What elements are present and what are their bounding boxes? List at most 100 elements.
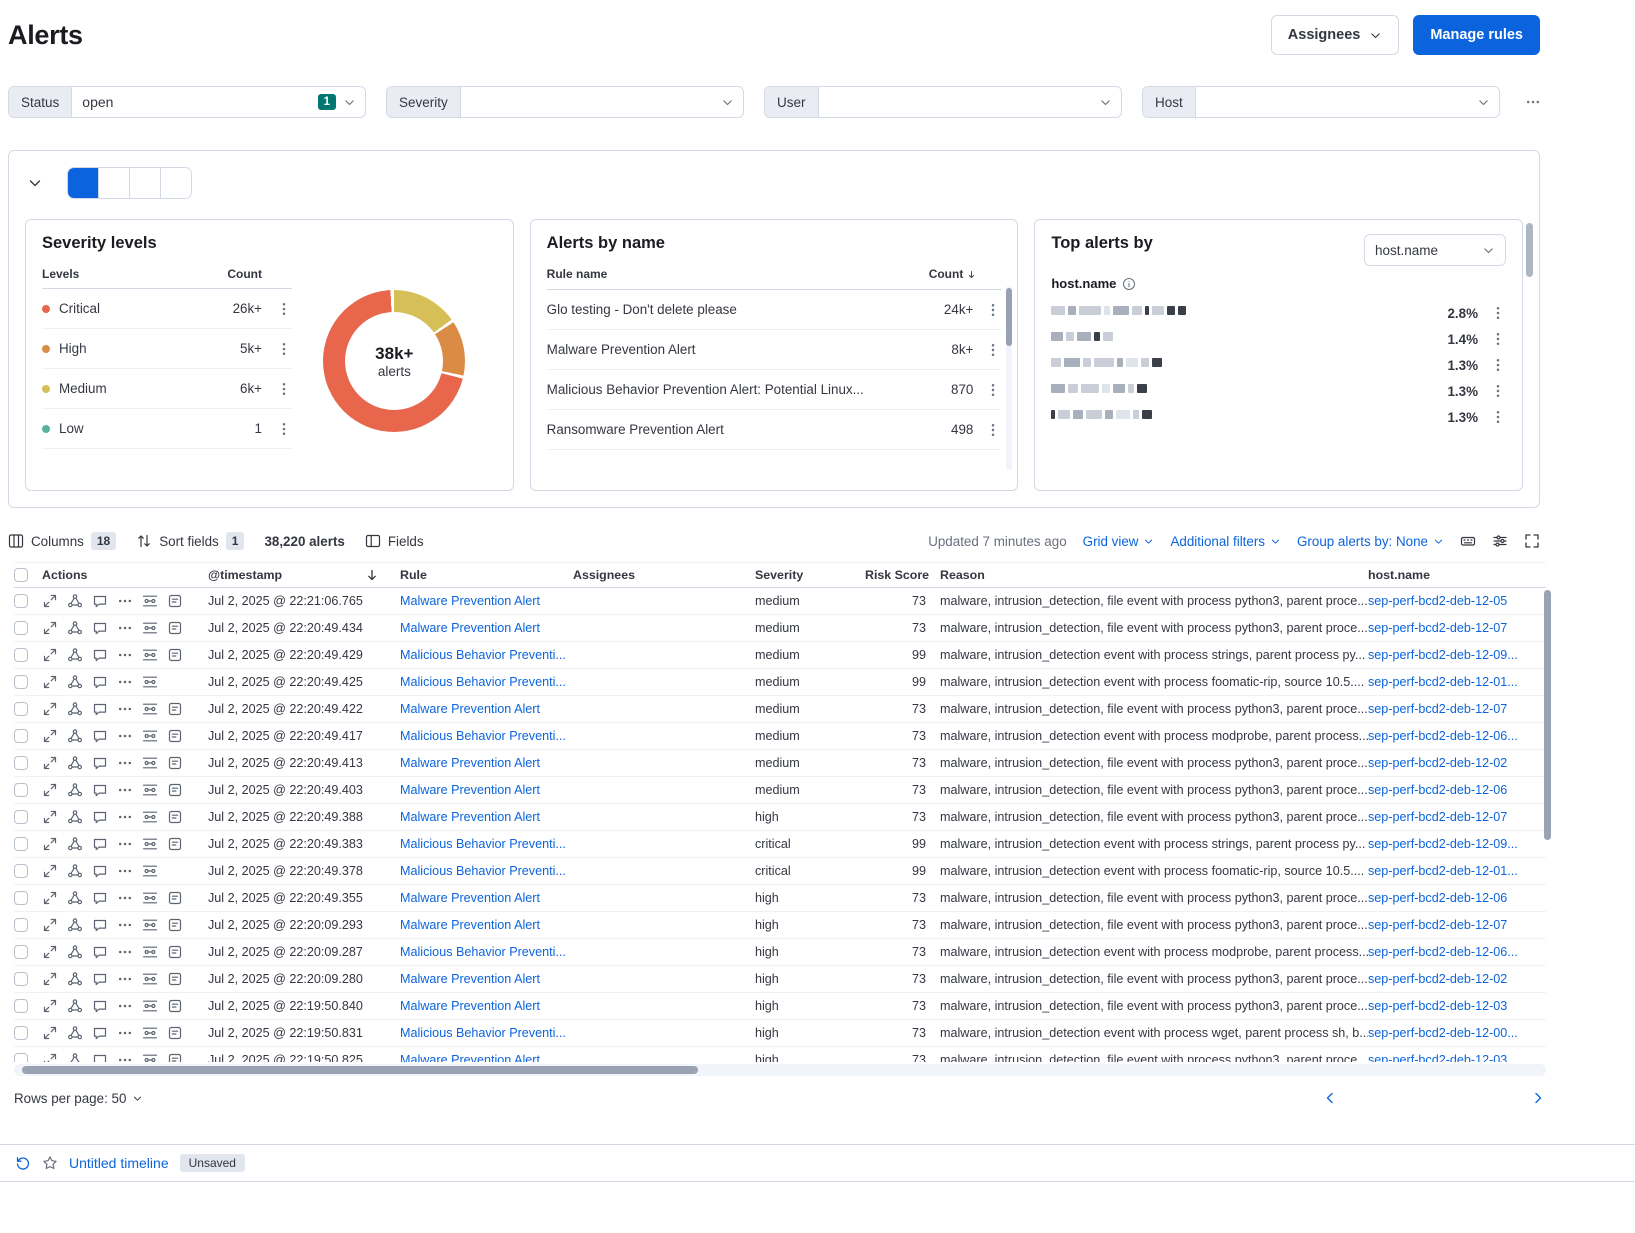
chart-tab[interactable] <box>68 168 98 198</box>
host-link[interactable]: sep-perf-bcd2-deb-12-02 <box>1368 756 1508 770</box>
more-actions-icon[interactable] <box>117 944 133 960</box>
keyboard-shortcuts-icon[interactable] <box>1460 533 1476 549</box>
filter-control[interactable]: Status open 1 <box>8 86 366 118</box>
investigate-timeline-icon[interactable] <box>142 809 158 825</box>
add-note-icon[interactable] <box>167 1025 183 1041</box>
columns-button[interactable]: Columns 18 <box>8 532 117 550</box>
table-row[interactable]: Jul 2, 2025 @ 22:20:49.413 Malware Preve… <box>14 750 1546 777</box>
host-link[interactable]: sep-perf-bcd2-deb-12-06 <box>1368 891 1508 905</box>
col-header-assignees[interactable]: Assignees <box>573 568 635 582</box>
host-link[interactable]: sep-perf-bcd2-deb-12-05 <box>1368 594 1508 608</box>
add-note-icon[interactable] <box>167 809 183 825</box>
analyze-event-icon[interactable] <box>67 944 83 960</box>
page-button[interactable] <box>1503 1086 1527 1110</box>
more-actions-icon[interactable] <box>117 998 133 1014</box>
kebab-menu-icon[interactable] <box>985 382 1001 398</box>
table-row[interactable]: Jul 2, 2025 @ 22:21:06.765 Malware Preve… <box>14 588 1546 615</box>
more-actions-icon[interactable] <box>117 782 133 798</box>
host-link[interactable]: sep-perf-bcd2-deb-12-07 <box>1368 918 1508 932</box>
analyze-event-icon[interactable] <box>67 674 83 690</box>
analyze-event-icon[interactable] <box>67 782 83 798</box>
row-checkbox[interactable] <box>14 702 28 716</box>
add-note-icon[interactable] <box>167 728 183 744</box>
filter-control[interactable]: Severity <box>386 86 744 118</box>
row-checkbox[interactable] <box>14 621 28 635</box>
rule-link[interactable]: Malware Prevention Alert <box>400 1053 540 1062</box>
kebab-menu-icon[interactable] <box>276 421 292 437</box>
row-checkbox[interactable] <box>14 648 28 662</box>
session-view-icon[interactable] <box>92 701 108 717</box>
session-view-icon[interactable] <box>92 728 108 744</box>
add-note-icon[interactable] <box>167 701 183 717</box>
more-actions-icon[interactable] <box>117 674 133 690</box>
add-note-icon[interactable] <box>167 836 183 852</box>
select-all-checkbox[interactable] <box>14 568 28 582</box>
investigate-timeline-icon[interactable] <box>142 917 158 933</box>
session-view-icon[interactable] <box>92 755 108 771</box>
row-checkbox[interactable] <box>14 945 28 959</box>
charts-scrollbar[interactable] <box>1526 223 1533 277</box>
investigate-timeline-icon[interactable] <box>142 755 158 771</box>
session-view-icon[interactable] <box>92 1025 108 1041</box>
panel-scrollbar[interactable] <box>1006 286 1013 470</box>
add-note-icon[interactable] <box>167 1052 183 1062</box>
table-row[interactable]: Jul 2, 2025 @ 22:20:49.378 Malicious Beh… <box>14 858 1546 885</box>
host-link[interactable]: sep-perf-bcd2-deb-12-06... <box>1368 729 1518 743</box>
more-actions-icon[interactable] <box>117 1025 133 1041</box>
table-row[interactable]: Jul 2, 2025 @ 22:19:50.840 Malware Preve… <box>14 993 1546 1020</box>
kebab-menu-icon[interactable] <box>276 341 292 357</box>
info-icon[interactable] <box>1122 277 1136 291</box>
count-sort-header[interactable]: Count <box>929 267 978 281</box>
rule-link[interactable]: Malware Prevention Alert <box>400 918 540 932</box>
add-note-icon[interactable] <box>167 755 183 771</box>
analyze-event-icon[interactable] <box>67 863 83 879</box>
col-header-reason[interactable]: Reason <box>940 568 985 582</box>
expand-alert-icon[interactable] <box>42 809 58 825</box>
table-row[interactable]: Jul 2, 2025 @ 22:20:09.280 Malware Preve… <box>14 966 1546 993</box>
more-actions-icon[interactable] <box>117 1052 133 1062</box>
fullscreen-icon[interactable] <box>1524 533 1540 549</box>
rule-link[interactable]: Malicious Behavior Preventi... <box>400 675 566 689</box>
rule-link[interactable]: Malware Prevention Alert <box>400 999 540 1013</box>
more-actions-icon[interactable] <box>117 593 133 609</box>
expand-alert-icon[interactable] <box>42 593 58 609</box>
investigate-timeline-icon[interactable] <box>142 971 158 987</box>
expand-alert-icon[interactable] <box>42 836 58 852</box>
session-view-icon[interactable] <box>92 674 108 690</box>
rule-link[interactable]: Malicious Behavior Preventi... <box>400 864 566 878</box>
kebab-menu-icon[interactable] <box>1490 409 1506 425</box>
row-checkbox[interactable] <box>14 729 28 743</box>
row-checkbox[interactable] <box>14 999 28 1013</box>
page-button[interactable] <box>1368 1086 1392 1110</box>
host-link[interactable]: sep-perf-bcd2-deb-12-06 <box>1368 783 1508 797</box>
sort-fields-button[interactable]: Sort fields 1 <box>136 532 245 550</box>
rule-link[interactable]: Malicious Behavior Preventi... <box>400 648 566 662</box>
table-row[interactable]: Jul 2, 2025 @ 22:20:09.287 Malicious Beh… <box>14 939 1546 966</box>
top-alerts-field-select[interactable]: host.name <box>1364 234 1507 266</box>
investigate-timeline-icon[interactable] <box>142 890 158 906</box>
rule-link[interactable]: Malware Prevention Alert <box>400 810 540 824</box>
session-view-icon[interactable] <box>92 1052 108 1062</box>
expand-alert-icon[interactable] <box>42 755 58 771</box>
session-view-icon[interactable] <box>92 863 108 879</box>
session-view-icon[interactable] <box>92 593 108 609</box>
table-row[interactable]: Jul 2, 2025 @ 22:20:49.434 Malware Preve… <box>14 615 1546 642</box>
kebab-menu-icon[interactable] <box>985 422 1001 438</box>
host-link[interactable]: sep-perf-bcd2-deb-12-09... <box>1368 837 1518 851</box>
row-checkbox[interactable] <box>14 756 28 770</box>
kebab-menu-icon[interactable] <box>1490 357 1506 373</box>
add-note-icon[interactable] <box>167 944 183 960</box>
table-row[interactable]: Jul 2, 2025 @ 22:20:49.422 Malware Preve… <box>14 696 1546 723</box>
investigate-timeline-icon[interactable] <box>142 728 158 744</box>
page-button[interactable] <box>1449 1086 1473 1110</box>
investigate-timeline-icon[interactable] <box>142 1025 158 1041</box>
rule-link[interactable]: Malicious Behavior Preventi... <box>400 945 566 959</box>
col-header-host-name[interactable]: host.name <box>1368 568 1430 582</box>
investigate-timeline-icon[interactable] <box>142 701 158 717</box>
row-checkbox[interactable] <box>14 918 28 932</box>
expand-alert-icon[interactable] <box>42 998 58 1014</box>
investigate-timeline-icon[interactable] <box>142 998 158 1014</box>
host-link[interactable]: sep-perf-bcd2-deb-12-07 <box>1368 810 1508 824</box>
investigate-timeline-icon[interactable] <box>142 1052 158 1062</box>
host-link[interactable]: sep-perf-bcd2-deb-12-07 <box>1368 621 1508 635</box>
